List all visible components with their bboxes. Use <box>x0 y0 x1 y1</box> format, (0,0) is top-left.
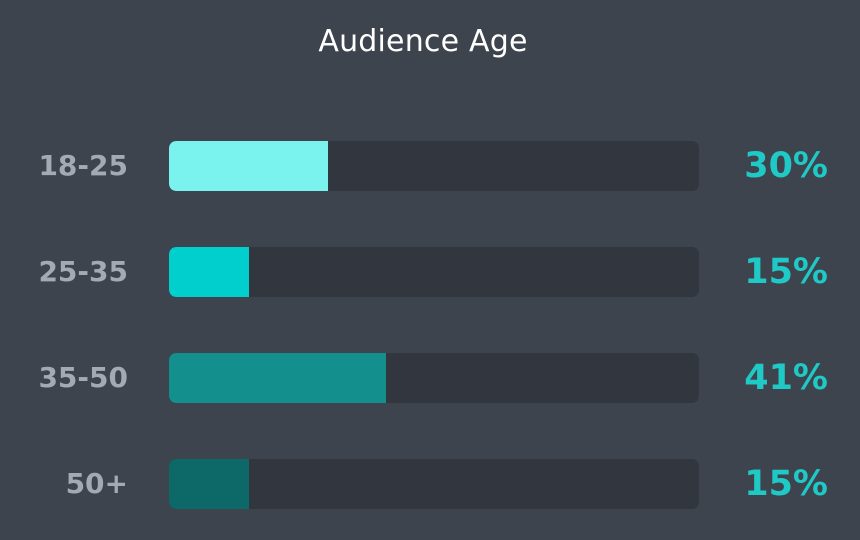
category-label: 18-25 <box>38 149 128 182</box>
value-label: 30% <box>744 146 828 186</box>
category-label: 50+ <box>65 467 128 500</box>
value-label: 41% <box>744 358 828 398</box>
bar-track <box>169 353 699 403</box>
bar-track <box>169 141 699 191</box>
bar-fill <box>169 247 249 297</box>
bar-row-1: 25-35 15% <box>0 247 860 297</box>
bar-track <box>169 247 699 297</box>
bar-fill <box>169 141 328 191</box>
category-label: 35-50 <box>38 361 128 394</box>
bar-fill <box>169 459 249 509</box>
bar-row-3: 50+ 15% <box>0 459 860 509</box>
chart-title: Audience Age <box>318 24 528 59</box>
bar-track <box>169 459 699 509</box>
bar-row-2: 35-50 41% <box>0 353 860 403</box>
category-label: 25-35 <box>38 255 128 288</box>
value-label: 15% <box>744 464 828 504</box>
value-label: 15% <box>744 252 828 292</box>
bar-row-0: 18-25 30% <box>0 141 860 191</box>
bar-fill <box>169 353 386 403</box>
